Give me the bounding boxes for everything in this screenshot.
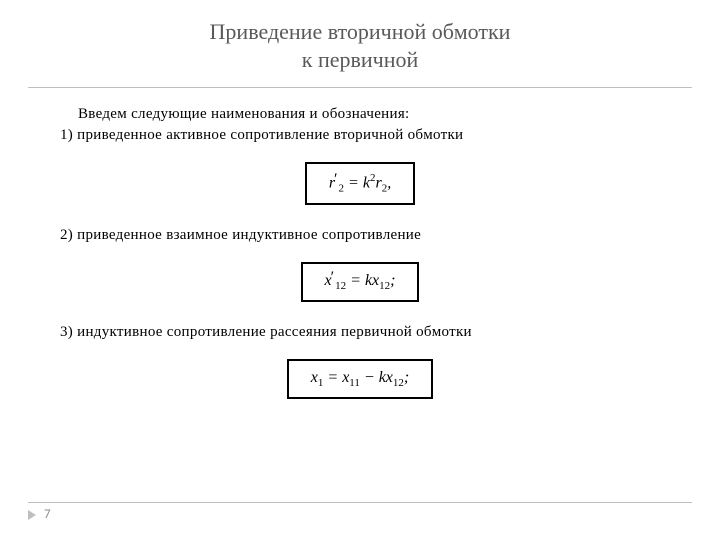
intro-text: Введем следующие наименования и обозначе… [60, 106, 660, 123]
item-2-label: 2) приведенное взаимное индуктивное сопр… [60, 227, 660, 244]
footer: 7 [28, 502, 692, 522]
footer-arrow-icon [28, 510, 36, 520]
title-line-1: Приведение вторичной обмотки [0, 18, 720, 46]
formula-1-wrap: r′2 = k2r2, [60, 162, 660, 205]
content-area: Введем следующие наименования и обозначе… [0, 88, 720, 399]
page-number: 7 [44, 507, 51, 522]
item-1-label: 1) приведенное активное сопротивление вт… [60, 127, 660, 144]
title-line-2: к первичной [0, 46, 720, 74]
footer-row: 7 [28, 507, 692, 522]
formula-3-wrap: x1 = x11 − kx12; [60, 359, 660, 399]
formula-2: x′12 = kx12; [301, 262, 420, 302]
formula-3: x1 = x11 − kx12; [287, 359, 433, 399]
formula-2-wrap: x′12 = kx12; [60, 262, 660, 302]
item-3-label: 3) индуктивное сопротивление рассеяния п… [60, 324, 660, 341]
formula-1: r′2 = k2r2, [305, 162, 415, 205]
slide-title: Приведение вторичной обмотки к первичной [0, 0, 720, 81]
footer-divider [28, 502, 692, 503]
